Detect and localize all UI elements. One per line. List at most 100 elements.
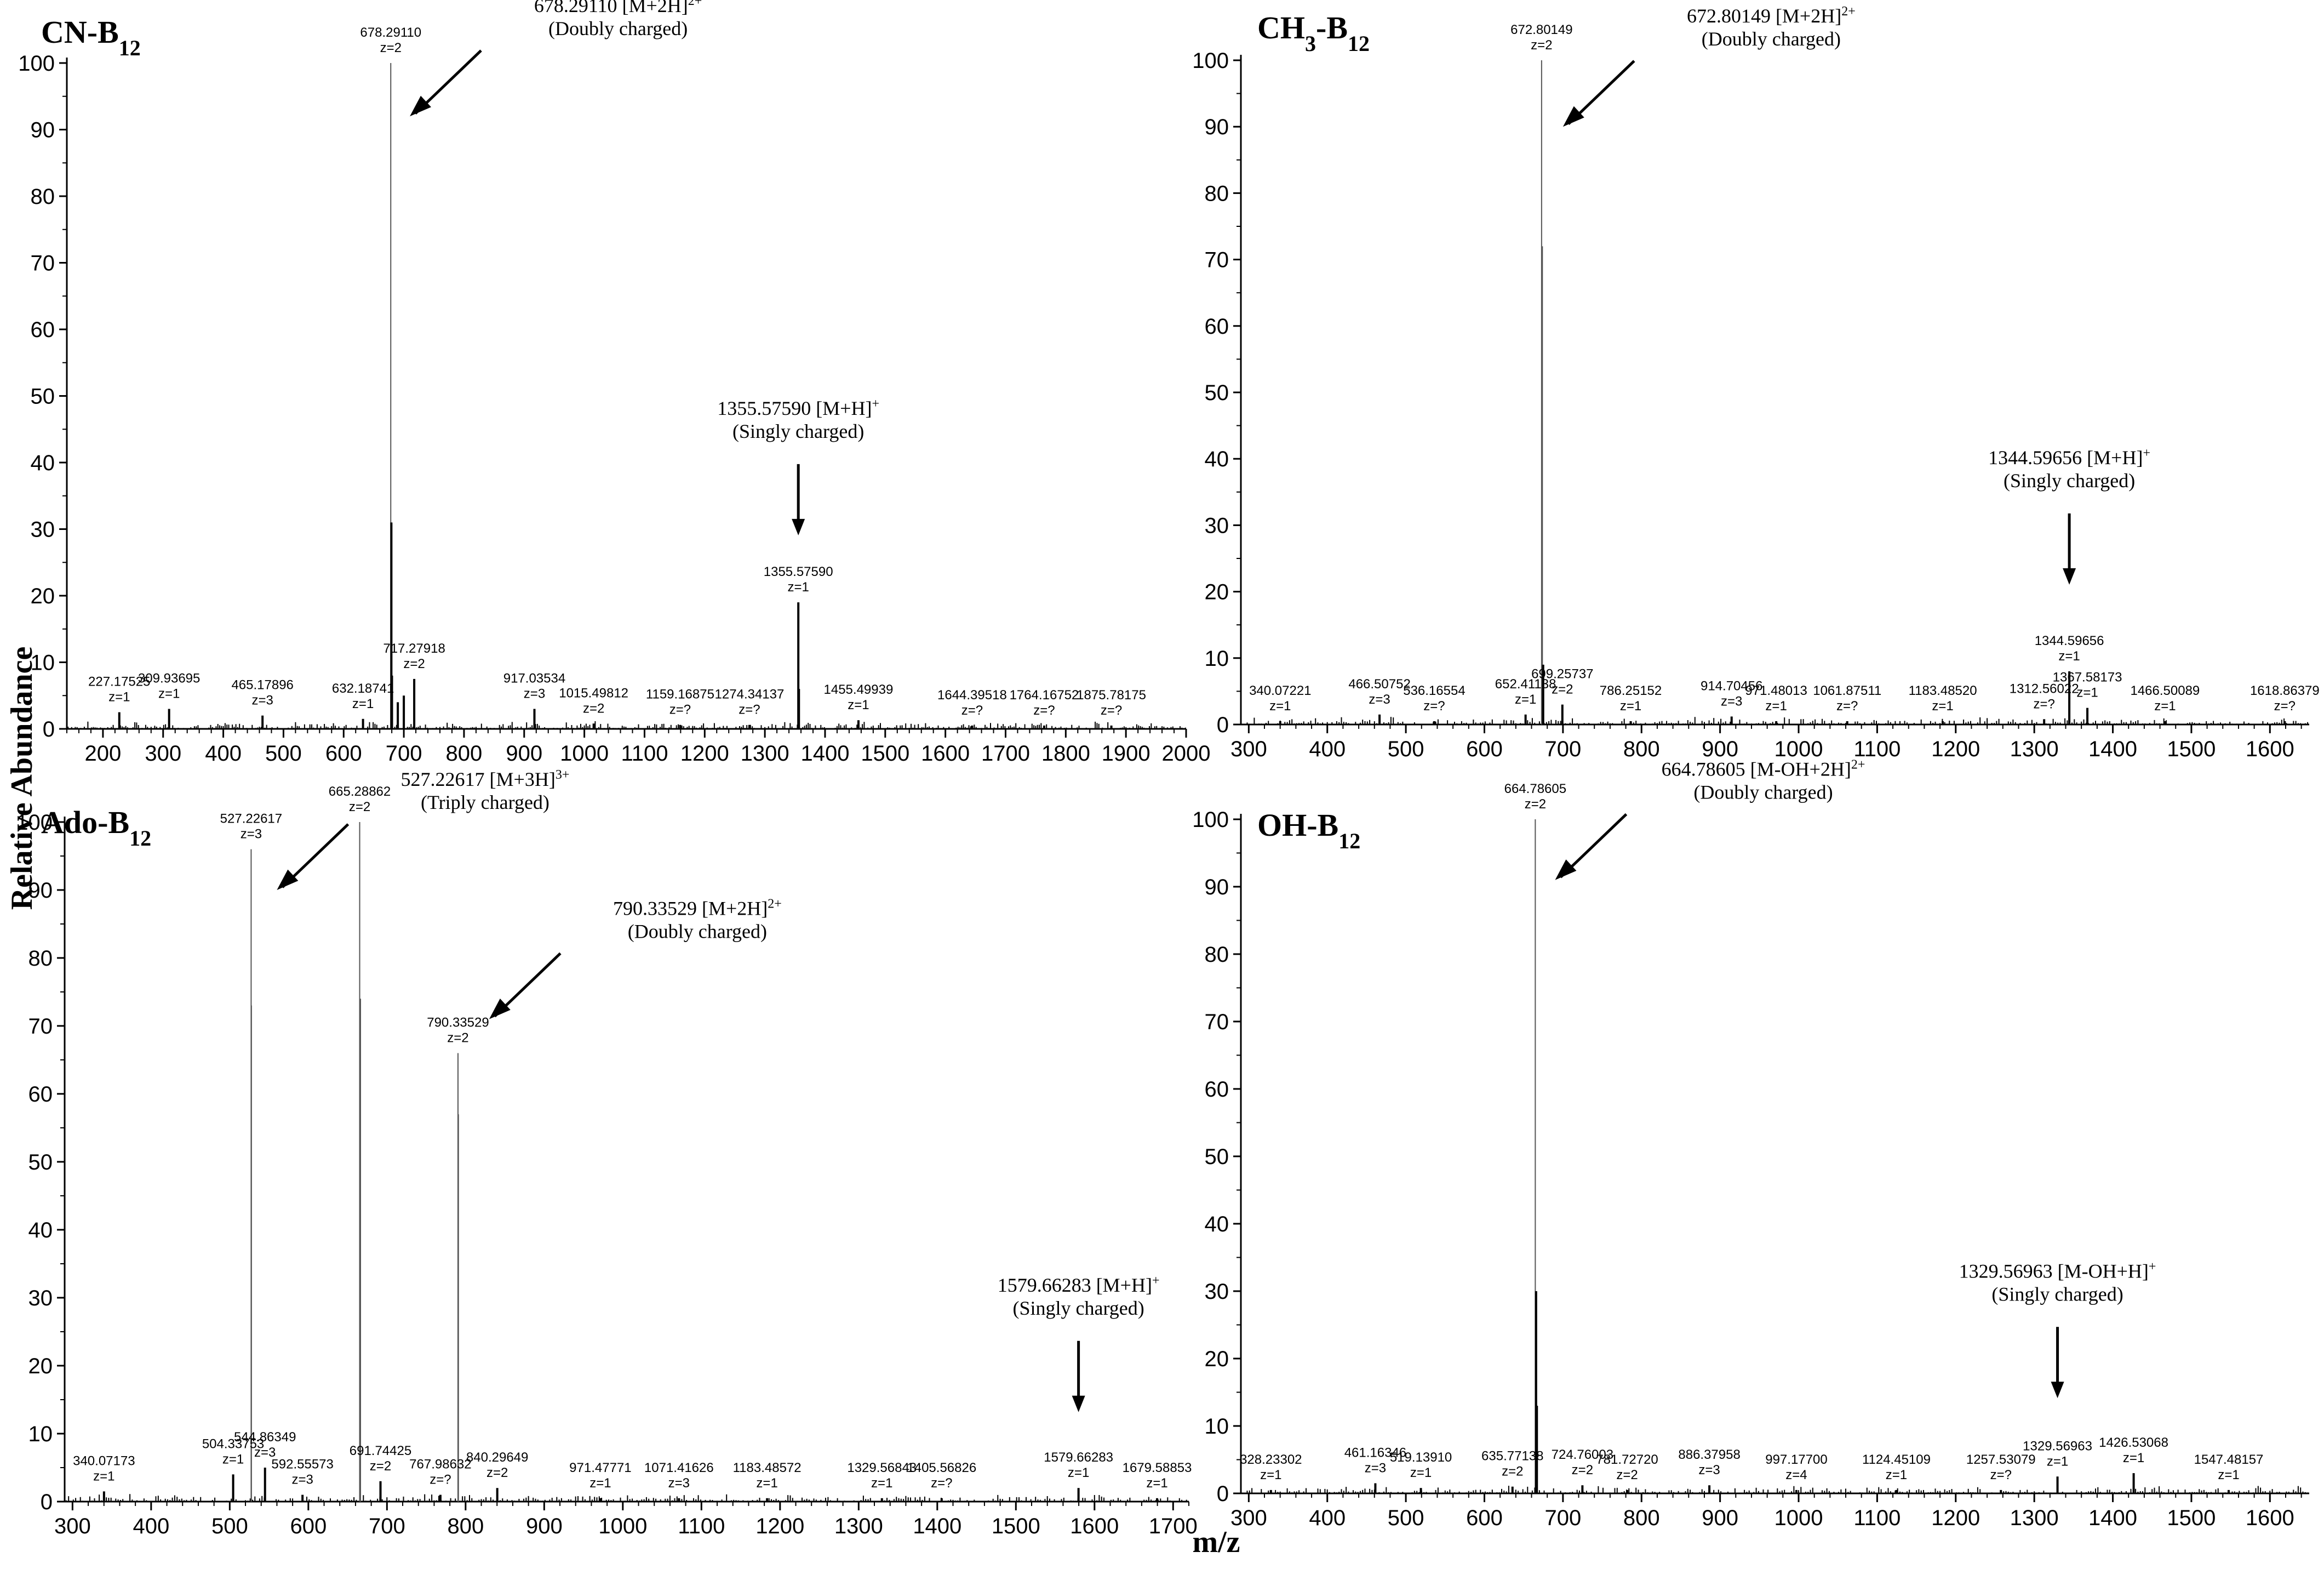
x-tick-label: 500	[211, 1514, 248, 1538]
peak-label: 1618.86379	[2250, 683, 2320, 698]
peak-label: 527.22617	[220, 812, 282, 826]
x-tick-label: 1400	[913, 1514, 961, 1538]
x-tick-label: 1400	[2088, 1506, 2137, 1530]
x-tick-label: 400	[1309, 737, 1346, 761]
peak-charge-label: z=2	[403, 657, 425, 671]
peak-label: 1579.66283	[1044, 1450, 1113, 1465]
y-tick-label: 70	[31, 252, 55, 276]
peak-label: 1312.56022	[2010, 681, 2079, 696]
peak-charge-label: z=3	[241, 827, 262, 842]
y-tick-label: 60	[28, 1082, 53, 1106]
x-tick-label: 700	[386, 741, 422, 766]
annotation-note: (Doubly charged)	[1702, 28, 1841, 50]
x-tick-label: 300	[145, 741, 181, 766]
annotation-label: 1579.66283 [M+H]+	[998, 1274, 1160, 1296]
peak-label: 652.41138	[1495, 677, 1556, 692]
peak-label: 1257.53079	[1966, 1452, 2036, 1467]
peak-label: 790.33529	[427, 1015, 489, 1030]
y-tick-label: 30	[31, 518, 55, 542]
peak-label: 592.55573	[271, 1457, 333, 1472]
peak-label: 632.18741	[332, 681, 394, 696]
peak-charge-label: z=1	[2123, 1451, 2144, 1465]
y-tick-label: 20	[1205, 1347, 1229, 1371]
annotation-label: 678.29110 [M+2H]2+	[534, 0, 702, 16]
x-tick-label: 400	[133, 1514, 169, 1538]
x-tick-label: 1200	[680, 741, 729, 766]
peak-label: 1367.58173	[2053, 670, 2122, 685]
peak-charge-label: z=3	[1698, 1463, 1720, 1477]
y-tick-label: 80	[1205, 181, 1229, 206]
x-tick-label: 1300	[834, 1514, 883, 1538]
peak-label: 699.25737	[1531, 667, 1593, 682]
peak-label: 1547.48157	[2194, 1452, 2264, 1467]
peak-label: 886.37958	[1678, 1447, 1740, 1462]
annotation-note: (Doubly charged)	[1693, 781, 1833, 803]
peak-label: 340.07221	[1249, 683, 1311, 698]
peak-charge-label: z=2	[1616, 1468, 1638, 1482]
x-tick-label: 1100	[1853, 1506, 1901, 1530]
panel-title: Ado-B12	[41, 805, 151, 851]
y-tick-label: 10	[31, 651, 55, 675]
y-tick-label: 90	[1205, 115, 1229, 139]
peak-charge-label: z=1	[1269, 699, 1291, 714]
peak-charge-label: z=1	[1932, 699, 1953, 714]
y-tick-label: 0	[1217, 1482, 1229, 1506]
annotation-note: (Singly charged)	[2004, 470, 2135, 492]
peak-label: 635.77138	[1481, 1449, 1543, 1464]
peak-label: 504.33753	[202, 1436, 264, 1451]
x-tick-label: 1900	[1102, 741, 1150, 766]
peak-charge-label: z=2	[1572, 1463, 1593, 1477]
peak-charge-label: z=1	[222, 1452, 244, 1467]
baseline-noise	[1241, 1486, 2309, 1493]
x-tick-label: 700	[369, 1514, 405, 1538]
y-tick-label: 90	[31, 118, 55, 142]
peak-label: 309.93695	[138, 671, 200, 686]
annotation-label: 790.33529 [M+2H]2+	[613, 897, 782, 920]
y-tick-label: 40	[1205, 1212, 1229, 1236]
y-tick-label: 20	[28, 1354, 53, 1378]
annotation-label: 664.78605 [M-OH+2H]2+	[1662, 758, 1865, 780]
peak-label: 691.74425	[350, 1444, 411, 1458]
peak-charge-label: z=?	[669, 703, 691, 717]
x-tick-label: 1200	[755, 1514, 804, 1538]
panel-title: OH-B12	[1257, 807, 1360, 853]
x-tick-label: 1500	[2167, 737, 2216, 761]
x-tick-label: 800	[447, 1514, 484, 1538]
baseline-noise	[1241, 717, 2309, 724]
peak-label: 1466.50089	[2130, 683, 2200, 698]
peak-label: 465.17896	[231, 678, 293, 693]
x-tick-label: 1500	[2167, 1506, 2216, 1530]
peak-charge-label: z=1	[108, 690, 130, 705]
baseline-noise	[67, 721, 1186, 729]
x-tick-label: 800	[1623, 1506, 1660, 1530]
y-tick-label: 50	[1205, 381, 1229, 405]
panel-ch3-b12: 0 10 20 30 40 50 60 70 80 90 100 300 400 500 600 700 800…	[1192, 4, 2320, 761]
peak-charge-label: z=1	[2218, 1468, 2239, 1482]
x-tick-label: 400	[205, 741, 242, 766]
peak-charge-label: z=1	[1260, 1468, 1281, 1482]
x-tick-label: 800	[1623, 737, 1660, 761]
peak-charge-label: z=1	[848, 698, 869, 712]
y-tick-label: 10	[1205, 1414, 1229, 1439]
y-tick-label: 50	[31, 385, 55, 409]
peak-charge-label: z=3	[1721, 694, 1742, 709]
peak-charge-label: z=2	[1531, 38, 1552, 53]
x-tick-label: 900	[1702, 737, 1738, 761]
x-tick-label: 1700	[1149, 1514, 1198, 1538]
peak-label: 672.80149	[1510, 22, 1572, 37]
peak-label: 1124.45109	[1862, 1452, 1931, 1467]
peak-charge-label: z=?	[1990, 1468, 2012, 1482]
peak-label: 664.78605	[1504, 781, 1566, 796]
x-tick-label: 1800	[1041, 741, 1090, 766]
y-tick-label: 30	[1205, 514, 1229, 538]
y-tick-label: 70	[1205, 248, 1229, 272]
peak-charge-label: z=1	[352, 697, 374, 711]
peak-label: 461.16346	[1344, 1446, 1406, 1460]
x-tick-label: 1400	[800, 741, 849, 766]
peak-charge-label: z=1	[589, 1476, 611, 1491]
peak-charge-label: z=4	[1785, 1468, 1807, 1482]
panel-ado-b12: 0 10 20 30 40 50 60 70 80 90 100 300 400 500 600 700 800…	[16, 768, 1198, 1538]
x-tick-label: 1600	[2246, 737, 2294, 761]
peak-charge-label: z=?	[1033, 703, 1055, 718]
